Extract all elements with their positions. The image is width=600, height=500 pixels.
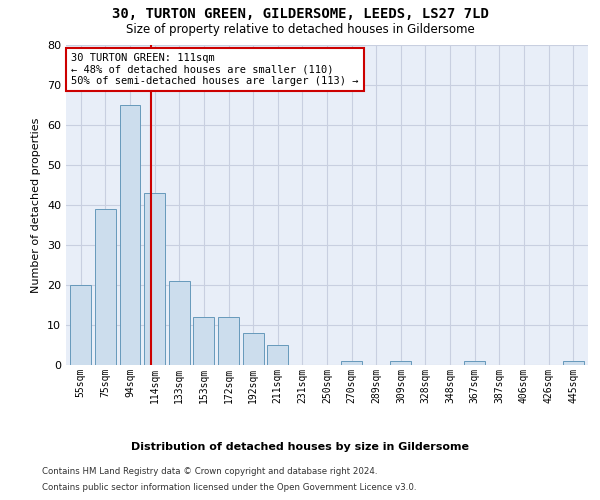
Text: Distribution of detached houses by size in Gildersome: Distribution of detached houses by size … bbox=[131, 442, 469, 452]
Bar bbox=[193, 317, 214, 365]
Bar bbox=[144, 193, 165, 365]
Bar bbox=[119, 105, 140, 365]
Bar bbox=[391, 361, 412, 365]
Bar bbox=[563, 361, 584, 365]
Y-axis label: Number of detached properties: Number of detached properties bbox=[31, 118, 41, 292]
Bar bbox=[95, 209, 116, 365]
Bar bbox=[267, 345, 288, 365]
Bar bbox=[341, 361, 362, 365]
Bar bbox=[218, 317, 239, 365]
Bar bbox=[169, 281, 190, 365]
Bar bbox=[242, 333, 263, 365]
Text: Contains HM Land Registry data © Crown copyright and database right 2024.: Contains HM Land Registry data © Crown c… bbox=[42, 468, 377, 476]
Text: 30 TURTON GREEN: 111sqm
← 48% of detached houses are smaller (110)
50% of semi-d: 30 TURTON GREEN: 111sqm ← 48% of detache… bbox=[71, 53, 359, 86]
Bar bbox=[464, 361, 485, 365]
Bar bbox=[70, 285, 91, 365]
Text: 30, TURTON GREEN, GILDERSOME, LEEDS, LS27 7LD: 30, TURTON GREEN, GILDERSOME, LEEDS, LS2… bbox=[112, 8, 488, 22]
Text: Contains public sector information licensed under the Open Government Licence v3: Contains public sector information licen… bbox=[42, 482, 416, 492]
Text: Size of property relative to detached houses in Gildersome: Size of property relative to detached ho… bbox=[125, 22, 475, 36]
